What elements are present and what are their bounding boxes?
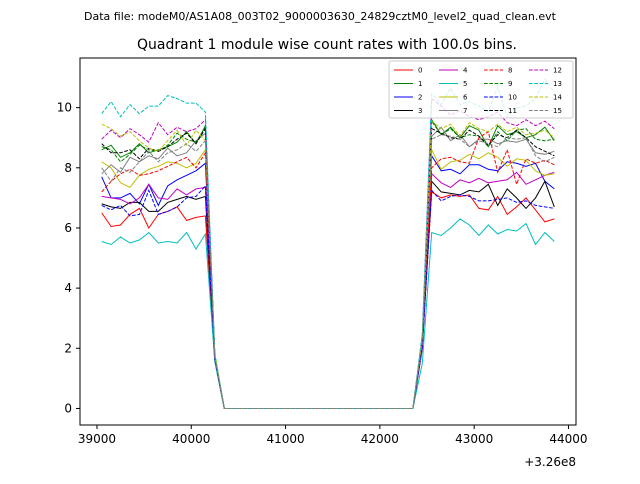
y-axis: 0 2 4 6 8 10 [57,101,80,415]
legend-label-13: 13 [553,80,562,88]
series-line-14 [101,120,555,409]
legend-label-14: 14 [553,94,562,102]
x-axis: 39000 40000 41000 42000 43000 44000 [78,425,588,446]
y-tick-label: 4 [64,281,72,295]
series-line-10 [101,184,555,409]
legend-label-3: 3 [418,107,422,115]
y-tick-label: 8 [64,161,72,175]
legend-label-15: 15 [553,107,562,115]
legend-label-2: 2 [418,94,422,102]
legend-label-8: 8 [508,67,512,75]
legend-label-1: 1 [418,80,422,88]
plot-lines [101,78,555,409]
legend-label-9: 9 [508,80,512,88]
legend-box [388,60,574,119]
chart-title: Quadrant 1 module wise count rates with … [137,37,517,53]
series-line-15 [101,134,555,409]
legend-label-0: 0 [418,67,422,75]
legend-label-4: 4 [463,67,468,75]
y-tick-label: 6 [64,221,72,235]
x-tick-label: 43000 [455,432,493,446]
legend-label-11: 11 [508,107,517,115]
legend-label-5: 5 [463,80,467,88]
legend-label-12: 12 [553,67,562,75]
x-tick-label: 41000 [266,432,304,446]
plot-frame [79,57,577,426]
data-file-suptitle: Data file: modeM0/AS1A08_003T02_90000036… [84,10,557,23]
legend-label-7: 7 [463,107,467,115]
x-tick-label: 44000 [549,432,587,446]
y-tick-label: 2 [64,341,72,355]
legend-label-10: 10 [508,94,517,102]
x-offset-label: +3.26e8 [524,455,576,469]
y-tick-label: 10 [57,101,72,115]
y-tick-label: 0 [64,401,72,415]
x-tick-label: 40000 [172,432,210,446]
legend-label-6: 6 [463,94,468,102]
x-tick-label: 42000 [361,432,399,446]
x-tick-label: 39000 [78,432,116,446]
